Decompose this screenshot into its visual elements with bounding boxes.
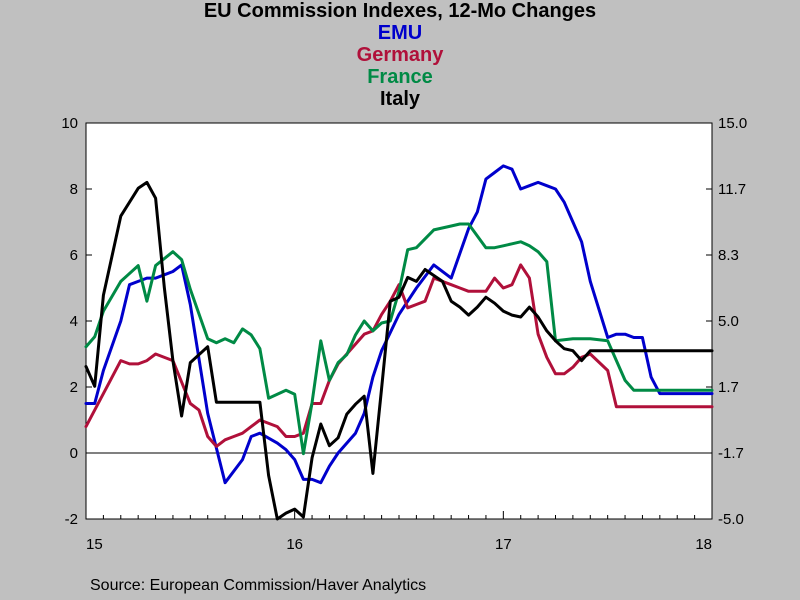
right-tick-label: 15.0 (718, 115, 747, 132)
subtitle-germany: Germany (356, 44, 444, 66)
x-tick-label: 16 (286, 536, 303, 553)
chart-title: EU Commission Indexes, 12-Mo Changes (203, 0, 597, 22)
x-tick-label: 15 (86, 536, 103, 553)
right-tick-label: 11.7 (718, 181, 746, 198)
subtitle-emu: EMU (377, 22, 423, 44)
left-tick-label: -2 (65, 511, 78, 528)
ticks-layer: -2 0 2 4 6 8 10 -5.0 -1.7 1.7 5.0 8.3 11.7 15.0 15 16 17… (61, 115, 747, 553)
series-line-france (84, 222, 714, 456)
plot-area (85, 122, 713, 520)
right-tick-label: 5.0 (718, 313, 739, 330)
left-tick-label: 6 (70, 247, 78, 264)
left-tick-label: 0 (70, 445, 78, 462)
left-tick-label: 8 (70, 181, 78, 198)
right-tick-label: -1.7 (718, 445, 744, 462)
source-note: Source: European Commission/Haver Analyt… (90, 577, 427, 594)
subtitle-france: France (367, 66, 433, 88)
left-tick-label: 10 (61, 115, 78, 132)
series-layer (84, 164, 714, 521)
title-block: EU Commission Indexes, 12-Mo Changes EMU… (0, 0, 800, 110)
series-line-germany (84, 263, 714, 448)
right-tick-label: -5.0 (718, 511, 744, 528)
left-tick-label: 4 (70, 313, 78, 330)
x-tick-label: 18 (695, 536, 712, 553)
right-tick-label: 8.3 (718, 247, 739, 264)
subtitle-italy: Italy (379, 88, 421, 110)
right-tick-label: 1.7 (718, 379, 739, 396)
x-tick-label: 17 (495, 536, 512, 553)
series-line-emu (84, 164, 714, 485)
left-tick-label: 2 (70, 379, 78, 396)
series-line-italy (84, 180, 714, 521)
